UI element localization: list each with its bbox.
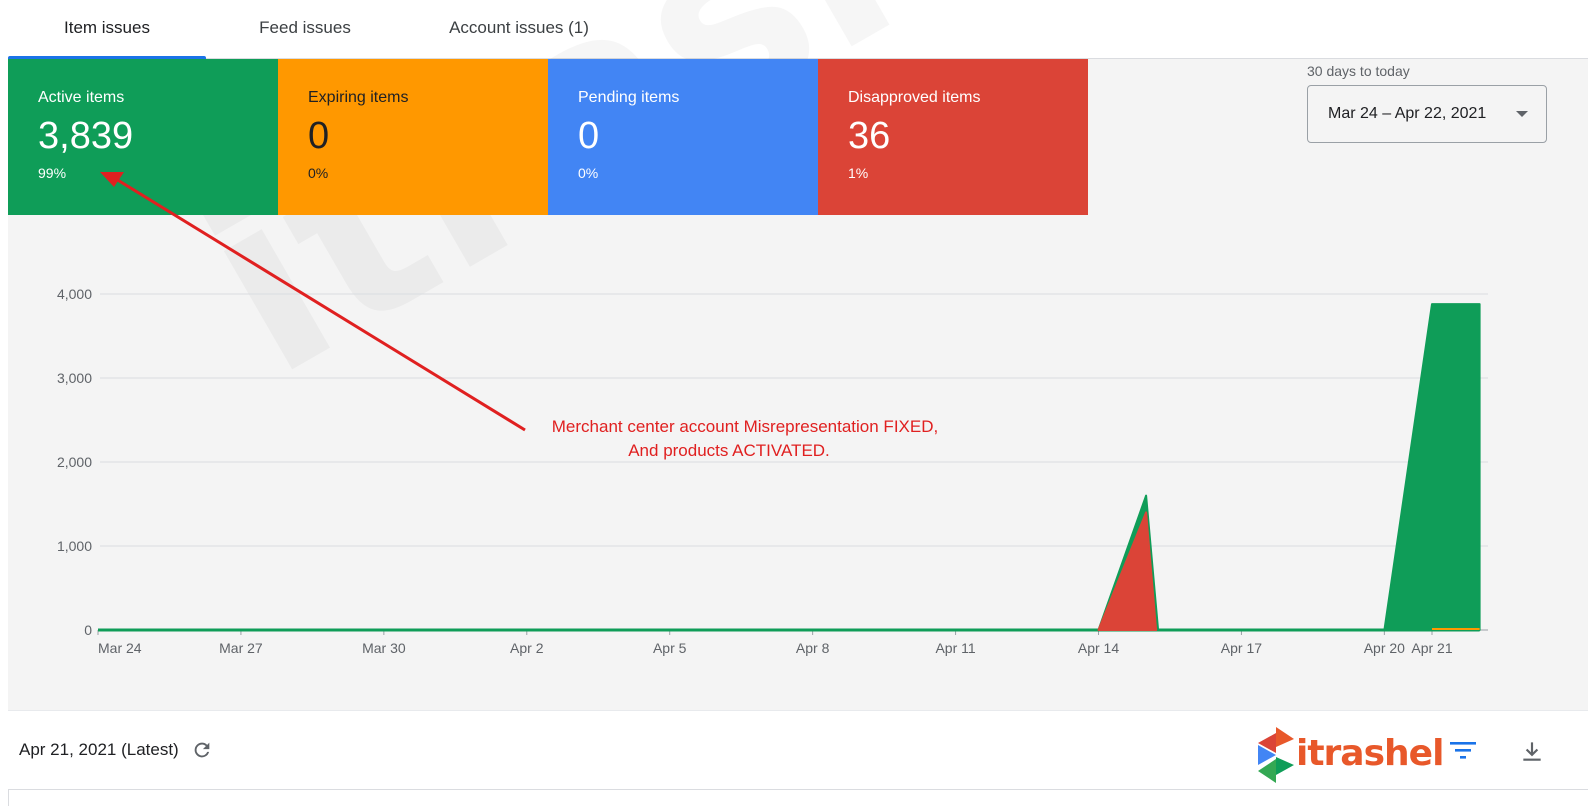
card-value: 0: [308, 115, 330, 157]
overview-panel: itrashel Active items 3,839 99% Expiring…: [8, 59, 1588, 710]
disapproved-items-series: [1097, 511, 1158, 631]
disapproved-items-card[interactable]: Disapproved items 36 1%: [818, 59, 1088, 215]
pending-items-card[interactable]: Pending items 0 0%: [548, 59, 818, 215]
chevron-down-icon: [1516, 111, 1528, 117]
bottom-toolbar: Apr 21, 2021 (Latest) itrashel: [8, 710, 1588, 790]
annotation-line-1: Merchant center account Misrepresentatio…: [552, 417, 938, 436]
active-items-series: [1097, 303, 1481, 631]
x-tick-label: Mar 30: [362, 640, 406, 656]
download-icon[interactable]: [1519, 738, 1545, 764]
refresh-icon[interactable]: [191, 739, 213, 761]
x-tick-label: Apr 2: [510, 640, 544, 656]
tab-item-issues[interactable]: Item issues: [8, 0, 206, 59]
card-value: 0: [578, 115, 600, 157]
card-value: 36: [848, 115, 891, 157]
x-tick-label: Apr 14: [1078, 640, 1119, 656]
annotation-arrow-line: [115, 177, 526, 432]
y-tick-label: 3,000: [57, 370, 92, 386]
card-title: Expiring items: [308, 89, 409, 106]
card-percent: 99%: [38, 165, 67, 181]
tab-feed-issues[interactable]: Feed issues: [206, 0, 404, 58]
tab-label: Account issues (1): [449, 18, 589, 37]
tab-label: Item issues: [64, 18, 150, 37]
itrashel-logo: itrashel: [1254, 725, 1444, 785]
x-tick-label: Apr 17: [1221, 640, 1262, 656]
logo-text: itrashel: [1296, 733, 1444, 774]
expiring-items-card[interactable]: Expiring items 0 0%: [278, 59, 548, 215]
y-tick-label: 2,000: [57, 454, 92, 470]
active-tab-indicator: [8, 56, 206, 59]
tab-bar: Item issues Feed issues Account issues (…: [8, 0, 1588, 59]
items-chart: 4,000 3,000 2,000 1,000 0 Mar 24 Mar 27 Mar 30…: [57, 172, 1488, 656]
x-tick-label: Apr 11: [935, 640, 975, 656]
card-title: Pending items: [578, 89, 680, 106]
x-axis-ticks: Mar 24 Mar 27 Mar 30 Apr 2 Apr 5 Apr 8 Apr 11 A…: [97, 630, 1453, 656]
annotation-line-2: And products ACTIVATED.: [628, 441, 830, 460]
tab-account-issues[interactable]: Account issues (1): [404, 0, 634, 58]
y-tick-label: 1,000: [57, 538, 92, 554]
card-title: Active items: [38, 89, 125, 106]
x-tick-label: Apr 8: [796, 640, 830, 656]
x-tick-label: Mar 24: [98, 640, 142, 656]
latest-date: Apr 21, 2021 (Latest): [19, 740, 179, 759]
card-title: Disapproved items: [848, 89, 981, 106]
y-tick-label: 0: [84, 622, 92, 638]
active-items-card[interactable]: Active items 3,839 99%: [8, 59, 278, 215]
annotation-arrow-head: [100, 172, 124, 187]
card-value: 3,839: [38, 115, 134, 157]
date-range-dropdown[interactable]: Mar 24 – Apr 22, 2021: [1307, 85, 1547, 143]
card-percent: 0%: [578, 165, 599, 181]
y-tick-label: 4,000: [57, 286, 92, 302]
filter-icon[interactable]: [1449, 739, 1477, 761]
x-tick-label: Apr 21: [1411, 640, 1452, 656]
annotation-arrow: [100, 172, 526, 432]
chart-series: [98, 303, 1481, 632]
x-tick-label: Mar 27: [219, 640, 263, 656]
date-range-label: 30 days to today: [1307, 63, 1410, 79]
tab-label: Feed issues: [259, 18, 351, 37]
x-tick-label: Apr 20: [1364, 640, 1405, 656]
y-axis-ticks: 4,000 3,000 2,000 1,000 0: [57, 286, 92, 638]
logo-mark-icon: [1258, 727, 1294, 783]
card-percent: 1%: [848, 165, 869, 181]
date-range-value: Mar 24 – Apr 22, 2021: [1328, 105, 1487, 122]
x-tick-label: Apr 5: [653, 640, 687, 656]
chart-grid: [100, 293, 1488, 631]
summary-cards: Active items 3,839 99% Expiring items 0 …: [8, 59, 1088, 215]
card-percent: 0%: [308, 165, 329, 181]
